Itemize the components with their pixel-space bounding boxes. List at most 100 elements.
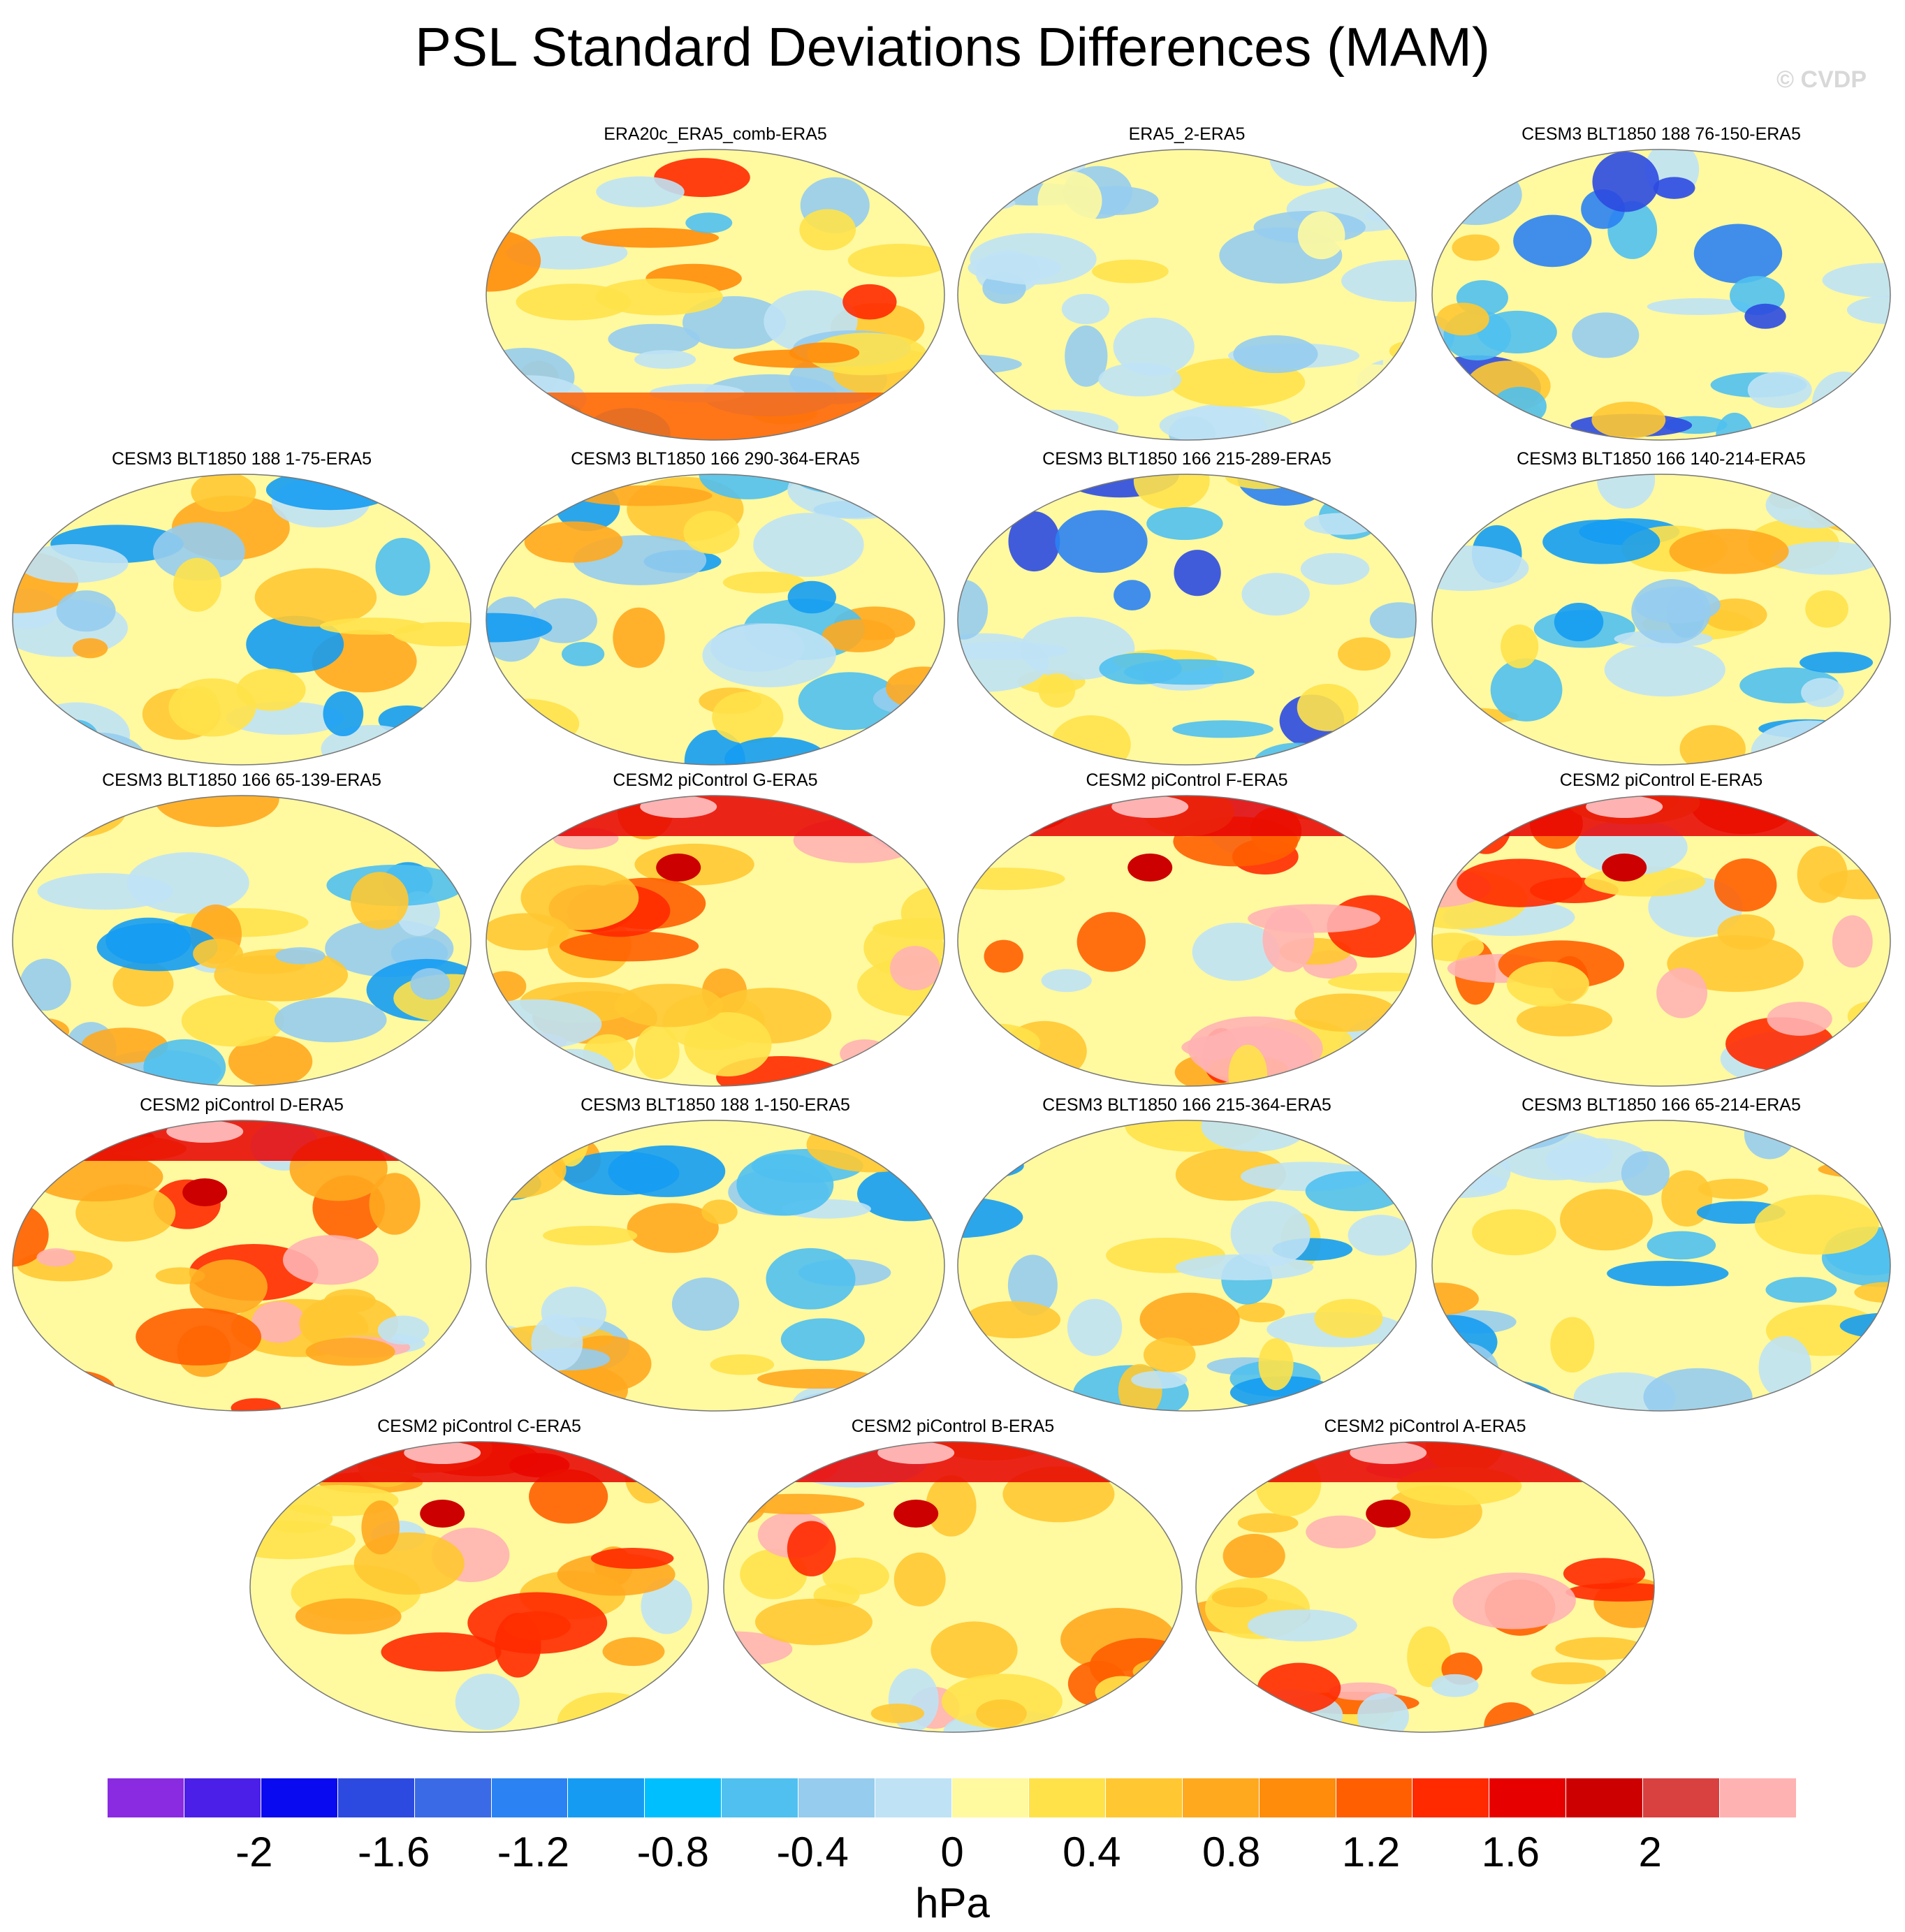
- anomaly-blob: [520, 865, 639, 930]
- anomaly-blob: [1717, 914, 1775, 950]
- anomaly-blob: [1037, 170, 1102, 230]
- anomaly-blob: [581, 228, 720, 248]
- anomaly-blob: [1490, 658, 1563, 722]
- anomaly-blob: [1621, 1151, 1670, 1196]
- anomaly-blob: [641, 1578, 692, 1634]
- map-outline: [12, 795, 472, 1087]
- anomaly-blob: [1805, 590, 1848, 628]
- anomaly-blob: [1801, 678, 1844, 708]
- anomaly-blob: [1475, 1075, 1519, 1086]
- anomaly-blob: [375, 537, 430, 596]
- anomaly-blob: [1572, 312, 1640, 358]
- anomaly-blob: [984, 939, 1023, 973]
- anomaly-blob: [968, 254, 1061, 281]
- anomaly-blob: [369, 1173, 421, 1235]
- map-outline: [1431, 1120, 1891, 1412]
- anomaly-blob: [1542, 520, 1661, 564]
- anomaly-blob: [1067, 1298, 1123, 1356]
- anomaly-blob: [1304, 513, 1377, 535]
- panel-title: CESM2 piControl E-ERA5: [1559, 770, 1763, 790]
- anomaly-blob: [1669, 529, 1789, 574]
- anomaly-blob: [381, 1632, 502, 1672]
- anomaly-blob: [840, 1039, 890, 1068]
- anomaly-blob: [627, 1203, 719, 1253]
- map-outline: [12, 474, 472, 766]
- anomaly-blob: [1643, 1368, 1753, 1411]
- anomaly-blob: [250, 1447, 300, 1505]
- colorbar-box: [1105, 1778, 1183, 1817]
- anomaly-blob: [1765, 481, 1862, 529]
- anomaly-blob: [1192, 922, 1280, 981]
- anomaly-blob: [1055, 510, 1148, 573]
- anomaly-blob: [1771, 541, 1882, 575]
- anomaly-blob: [736, 1153, 834, 1216]
- anomaly-blob: [1323, 1120, 1401, 1154]
- anomaly-blob: [282, 1235, 379, 1285]
- anomaly-blob: [256, 1680, 309, 1722]
- colorbar-box: [1643, 1778, 1721, 1817]
- anomaly-blob: [699, 474, 798, 499]
- anomaly-blob: [136, 1308, 262, 1366]
- panel-map: [1431, 474, 1891, 766]
- anomaly-blob: [486, 1382, 553, 1411]
- anomaly-blob: [1407, 1626, 1451, 1688]
- anomaly-blob: [189, 1259, 268, 1315]
- panel-map: [1431, 1120, 1891, 1412]
- anomaly-blob: [305, 1338, 395, 1366]
- arctic-positive-band: [250, 1442, 708, 1482]
- anomaly-blob: [1754, 1194, 1879, 1255]
- anomaly-blob: [1061, 293, 1110, 325]
- anomaly-blob: [1554, 603, 1604, 642]
- colorbar-box: [1489, 1778, 1567, 1817]
- colorbar-box: [1566, 1778, 1644, 1817]
- anomaly-blob: [1095, 1676, 1148, 1708]
- colorbar-box: [1028, 1778, 1106, 1817]
- anomaly-blob: [1693, 224, 1783, 284]
- anomaly-blob: [1300, 552, 1370, 585]
- anomaly-blob: [1592, 151, 1659, 212]
- map-outline: [249, 1441, 709, 1733]
- map-outline: [957, 149, 1417, 441]
- anomaly-blob: [1007, 1254, 1058, 1316]
- anomaly-blob: [822, 1557, 889, 1595]
- anomaly-blob: [377, 1315, 430, 1345]
- anomaly-blob: [1506, 961, 1589, 1007]
- anomaly-blob: [181, 995, 284, 1047]
- anomaly-blob: [486, 613, 553, 643]
- anomaly-blob: [1092, 259, 1169, 284]
- panel-map: [957, 1120, 1417, 1412]
- anomaly-blob: [1747, 372, 1812, 409]
- anomaly-blob: [1647, 1231, 1716, 1260]
- arctic-max-core: [1111, 796, 1189, 818]
- anomaly-blob: [1065, 325, 1108, 387]
- anomaly-blob: [1345, 796, 1392, 834]
- anomaly-blob: [168, 678, 256, 737]
- anomaly-blob: [1133, 474, 1210, 510]
- panel-title: CESM2 piControl D-ERA5: [140, 1095, 344, 1115]
- anomaly-blob: [439, 1332, 471, 1369]
- anomaly-blob: [873, 918, 944, 939]
- anomaly-blob: [1099, 652, 1182, 685]
- anomaly-blob: [486, 1058, 548, 1076]
- colorbar: [108, 1778, 1797, 1817]
- panel-title: CESM3 BLT1850 166 215-289-ERA5: [1042, 449, 1331, 469]
- map-outline: [486, 474, 945, 766]
- colorbar-box: [568, 1778, 645, 1817]
- anomaly-blob: [36, 1248, 76, 1267]
- anomaly-blob: [684, 1012, 772, 1077]
- anomaly-blob: [274, 997, 387, 1043]
- anomaly-blob: [958, 796, 1009, 840]
- anomaly-blob: [1596, 474, 1656, 509]
- panel-map: [957, 149, 1417, 441]
- anomaly-blob: [1765, 1277, 1837, 1303]
- map-outline: [12, 1120, 472, 1412]
- anomaly-blob: [1146, 507, 1223, 541]
- colorbar-box: [184, 1778, 261, 1817]
- anomaly-blob: [976, 1699, 1027, 1728]
- anomaly-blob: [870, 1704, 925, 1723]
- map-outline: [486, 1120, 945, 1412]
- anomaly-blob: [1432, 386, 1475, 432]
- anomaly-blob: [1233, 335, 1318, 374]
- anomaly-blob: [542, 1225, 638, 1245]
- anomaly-blob: [766, 1247, 856, 1310]
